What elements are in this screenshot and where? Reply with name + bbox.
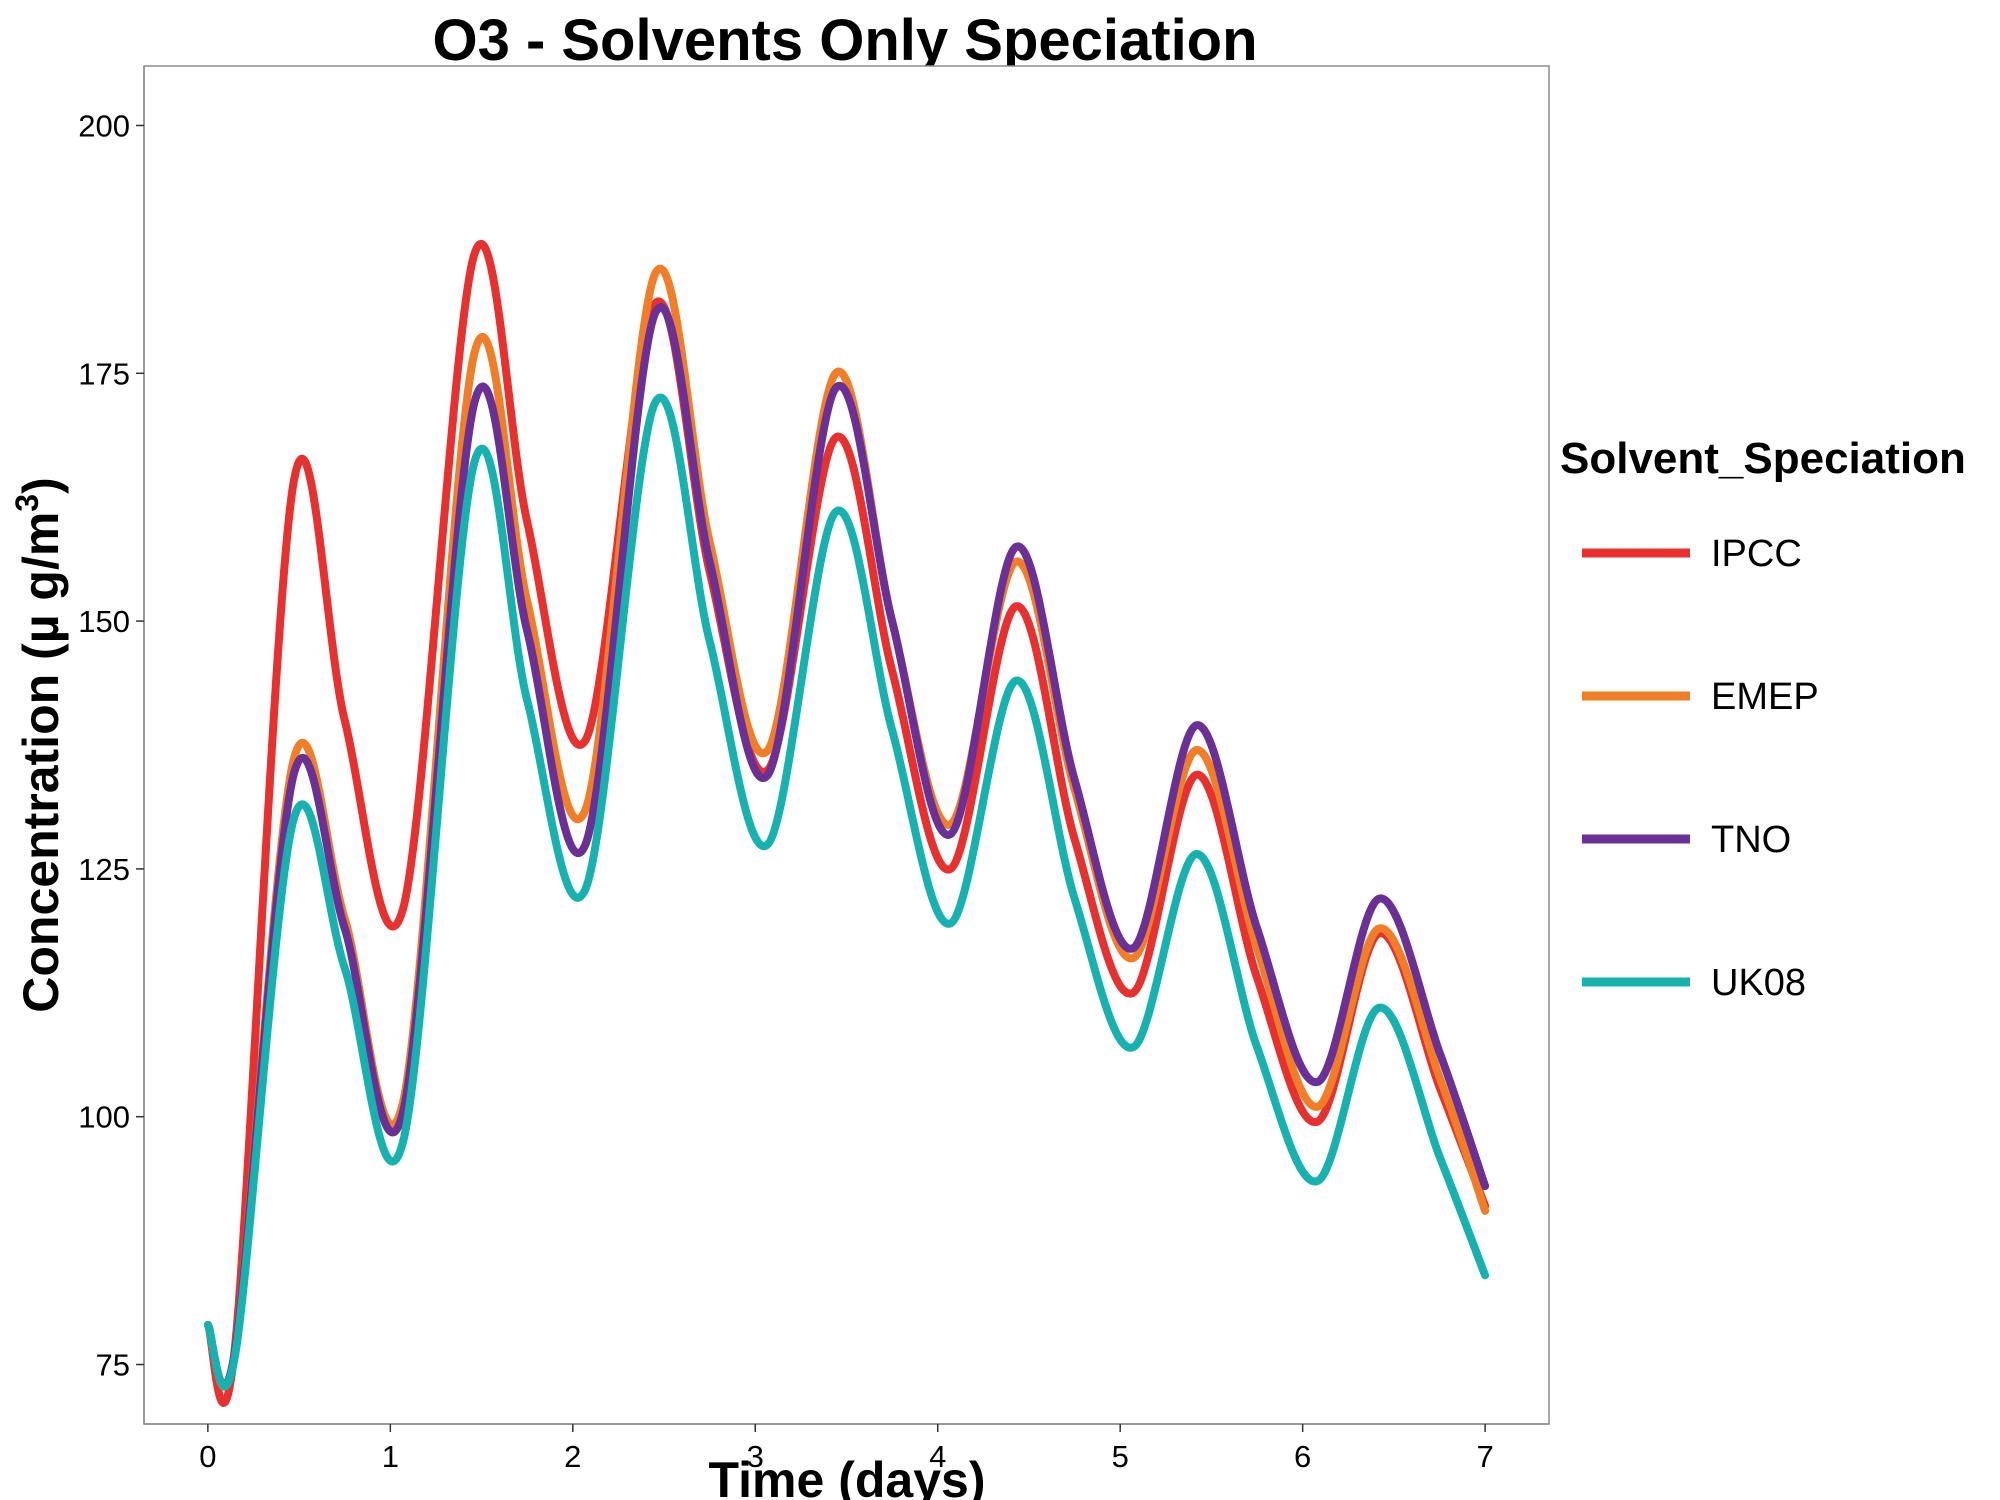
series-layer [203,240,1490,1407]
x-tick-label: 2 [564,1439,581,1474]
legend-label-uk08: UK08 [1711,962,1806,1004]
legend-title: Solvent_Speciation [1560,434,1966,483]
y-tick-label: 175 [78,356,130,391]
x-tick-label: 0 [199,1439,216,1474]
x-axis-title: Time (days) [709,1452,986,1500]
plot-panel [143,65,1550,1425]
legend-items: IPCC EMEP TNO UK08 [1582,533,1819,1004]
x-tick-label: 5 [1112,1439,1129,1474]
x-tick-label: 3 [747,1439,764,1474]
y-axis-title-suffix: ) [13,477,69,494]
legend-label-tno: TNO [1711,819,1791,861]
y-axis-title-main: Concentration (µ g/m [13,512,69,1013]
legend: Solvent_Speciation IPCC EMEP TNO UK08 [1560,434,1966,1004]
y-axis-title: Concentration (µ g/m3) [9,477,69,1012]
legend-label-emep: EMEP [1711,676,1819,718]
x-axis: 0 1 2 3 4 5 6 7 [144,1423,1549,1474]
y-axis: 75 100 125 150 175 200 [78,66,145,1424]
y-tick-label: 100 [78,1100,130,1135]
x-tick-label: 7 [1477,1439,1494,1474]
x-tick-label: 6 [1294,1439,1311,1474]
y-tick-label: 125 [78,852,130,887]
y-axis-title-superscript: 3 [9,494,45,512]
y-tick-label: 75 [96,1348,130,1383]
series-line-tno [203,303,1490,1390]
series-line-uk08 [203,393,1490,1391]
x-tick-label: 4 [929,1439,946,1474]
chart-title: O3 - Solvents Only Speciation [432,8,1257,73]
legend-label-ipcc: IPCC [1711,533,1802,575]
x-tick-label: 1 [382,1439,399,1474]
y-tick-label: 200 [78,108,130,143]
y-tick-label: 150 [78,604,130,639]
